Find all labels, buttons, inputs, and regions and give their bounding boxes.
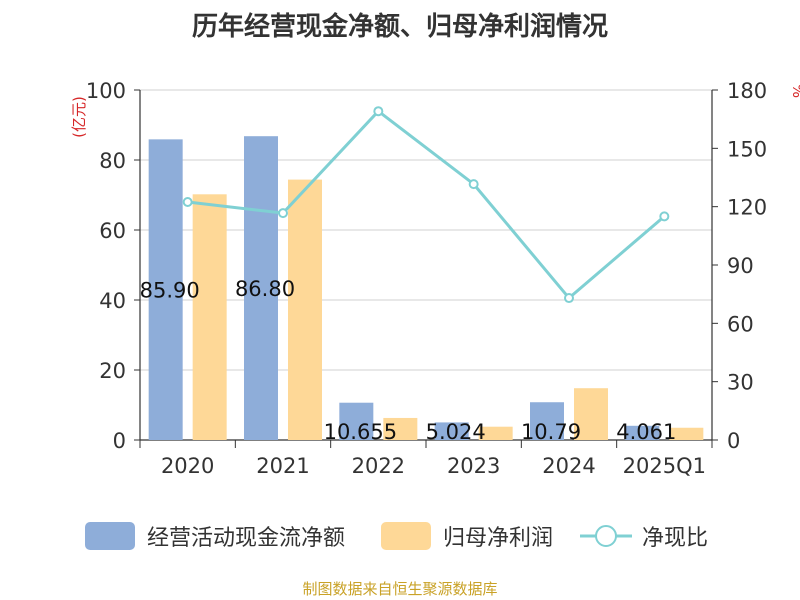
right-tick-label: 0 bbox=[727, 429, 740, 453]
legend-label: 经营活动现金流净额 bbox=[147, 526, 345, 551]
right-tick-label: 60 bbox=[727, 312, 754, 336]
bar-operating-cash-flow bbox=[148, 139, 183, 440]
legend-label: 净现比 bbox=[642, 526, 708, 551]
x-tick-label: 2020 bbox=[161, 454, 214, 478]
line-point bbox=[564, 293, 574, 304]
line-point bbox=[182, 197, 193, 207]
data-label: 5.024 bbox=[426, 420, 486, 444]
source-note: 制图数据来自恒生聚源数据库 bbox=[302, 580, 498, 598]
left-tick-label: 20 bbox=[99, 359, 126, 383]
x-tick-label: 2024 bbox=[542, 454, 595, 478]
data-label: 10.655 bbox=[324, 420, 397, 444]
right-tick-label: 90 bbox=[727, 254, 754, 278]
bar-net-profit bbox=[192, 194, 227, 440]
line-point bbox=[373, 106, 384, 117]
x-tick-label: 2021 bbox=[256, 454, 309, 478]
line-point bbox=[659, 211, 670, 222]
bar-operating-cash-flow bbox=[625, 425, 660, 440]
data-label: 86.80 bbox=[235, 277, 295, 301]
x-tick-label: 2023 bbox=[447, 454, 500, 478]
line-net-cash-ratio bbox=[187, 109, 666, 301]
bar-operating-cash-flow bbox=[244, 136, 278, 440]
bar-operating-cash-flow bbox=[339, 402, 374, 440]
right-tick-label: 150 bbox=[727, 137, 767, 161]
bar-net-profit bbox=[383, 417, 418, 440]
bar-net-profit bbox=[669, 427, 704, 440]
left-tick-label: 60 bbox=[99, 219, 126, 243]
legend-label: 归母净利润 bbox=[443, 526, 553, 551]
legend-swatch-marker bbox=[595, 525, 617, 547]
bar-operating-cash-flow bbox=[434, 422, 469, 440]
bar-net-profit bbox=[288, 179, 322, 440]
bar-net-profit bbox=[478, 426, 513, 440]
x-tick-label: 2025Q1 bbox=[623, 454, 706, 478]
legend-swatch-operating-cash-flow bbox=[85, 522, 135, 550]
bar-net-profit bbox=[574, 388, 608, 440]
left-tick-label: 80 bbox=[99, 149, 126, 173]
x-tick-label: 2022 bbox=[352, 454, 405, 478]
legend-swatch-net-profit bbox=[381, 522, 431, 550]
data-label: 10.79 bbox=[521, 420, 581, 444]
left-axis-unit: (亿元) bbox=[70, 96, 88, 138]
line-point bbox=[468, 179, 479, 190]
left-tick-label: 100 bbox=[86, 79, 126, 103]
left-tick-label: 40 bbox=[99, 289, 126, 313]
chart-title: 历年经营现金净额、归母净利润情况 bbox=[191, 12, 608, 42]
bar-operating-cash-flow bbox=[530, 402, 564, 440]
left-tick-label: 0 bbox=[113, 429, 126, 453]
data-label: 4.061 bbox=[616, 420, 676, 444]
right-tick-label: 30 bbox=[727, 371, 754, 395]
right-axis-unit: % bbox=[789, 84, 800, 98]
line-point bbox=[278, 208, 288, 219]
data-label: 85.90 bbox=[140, 279, 200, 303]
right-tick-label: 180 bbox=[727, 79, 767, 103]
right-tick-label: 120 bbox=[727, 196, 767, 220]
